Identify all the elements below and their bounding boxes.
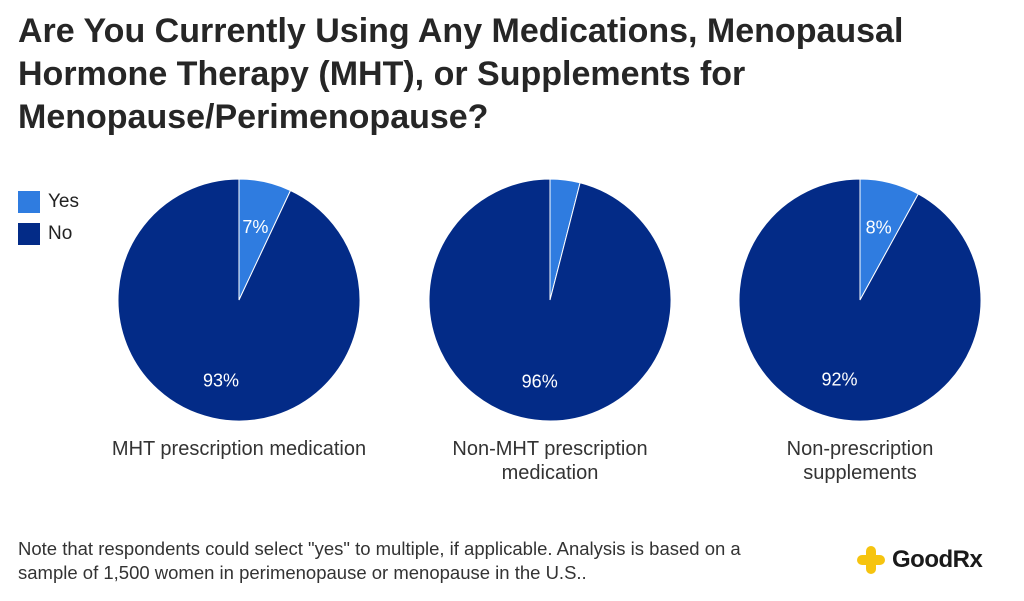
pie-caption-supplements: Non-prescription supplements <box>730 437 990 485</box>
legend-item-no: No <box>18 218 79 250</box>
goodrx-plus-icon <box>857 546 885 574</box>
pie-slice-non-mht-no <box>428 178 672 422</box>
pie-caption-supplements-line2: supplements <box>803 462 917 484</box>
pie-label-mht-no: 93% <box>203 370 239 390</box>
pie-caption-non-mht-line1: Non-MHT prescription <box>452 438 648 460</box>
pie-label-supplements-no: 92% <box>822 370 858 390</box>
pie-caption-mht: MHT prescription medication <box>109 437 369 461</box>
pie-caption-non-mht-line2: medication <box>501 462 599 484</box>
footnote: Note that respondents could select "yes"… <box>18 537 818 585</box>
pie-caption-non-mht: Non-MHT prescription medication <box>420 437 680 485</box>
footnote-line2: sample of 1,500 women in perimenopause o… <box>18 562 587 583</box>
legend-label-no: No <box>48 223 73 244</box>
legend: Yes No <box>18 186 79 250</box>
brand-name: GoodRx <box>892 546 983 573</box>
pie-label-mht-yes: 7% <box>242 217 268 237</box>
pie-slice-mht-no <box>117 178 361 422</box>
legend-swatch-yes <box>18 191 40 213</box>
pie-slice-supplements-no <box>738 178 982 422</box>
footnote-line1: Note that respondents could select "yes"… <box>18 538 741 559</box>
pie-label-supplements-yes: 8% <box>866 217 892 237</box>
pie-label-non-mht-no: 96% <box>522 372 558 392</box>
pie-caption-supplements-line1: Non-prescription <box>786 438 934 460</box>
goodrx-logo: GoodRx <box>856 545 983 575</box>
chart-title: Are You Currently Using Any Medications,… <box>18 12 904 136</box>
legend-label-yes: Yes <box>48 191 79 212</box>
pie-caption-mht-line1: MHT prescription medication <box>111 438 367 460</box>
legend-swatch-no <box>18 223 40 245</box>
pie-charts: 7% 93% 96% 8% 92% <box>117 178 982 422</box>
legend-item-yes: Yes <box>18 186 79 218</box>
